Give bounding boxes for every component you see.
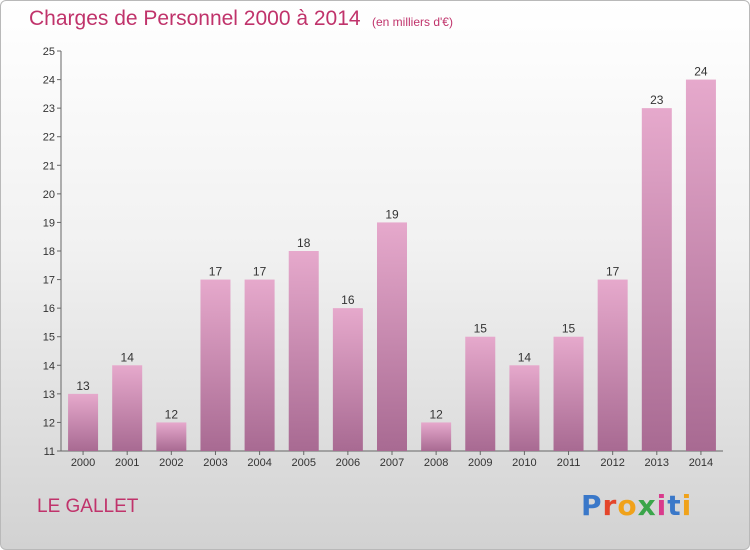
bars: [68, 79, 716, 452]
logo-letter: o: [617, 489, 638, 522]
value-label: 17: [209, 265, 223, 279]
value-label: 15: [474, 322, 488, 336]
x-tick-label: 2007: [380, 457, 404, 469]
y-tick-labels: 11 12 13 14 15 16 17 18 19 20 21 22 23 24 25: [43, 46, 55, 458]
x-tick-label: 2003: [203, 457, 227, 469]
value-label: 17: [253, 265, 267, 279]
bar-2014: [685, 79, 716, 452]
bar-2003: [200, 279, 231, 451]
logo-letter: i: [656, 489, 668, 522]
value-label: 17: [606, 265, 620, 279]
x-tick-label: 2002: [159, 457, 183, 469]
bar-2008: [421, 422, 452, 451]
chart-title: Charges de Personnel 2000 à 2014: [29, 7, 361, 30]
x-tick-label: 2009: [468, 457, 492, 469]
bar-2010: [509, 365, 540, 451]
commune-name: LE GALLET: [37, 496, 139, 517]
x-tick-label: 2005: [291, 457, 315, 469]
bar-2002: [156, 422, 187, 451]
x-tick-label: 2006: [336, 457, 360, 469]
x-tick-labels: 2000 2001 2002 2003 2004 2005 2006 2007 2008 2009…: [71, 457, 713, 469]
y-tick-label: 16: [43, 303, 55, 315]
value-label: 12: [165, 407, 179, 421]
x-tick-label: 2000: [71, 457, 95, 469]
x-tick-label: 2001: [115, 457, 139, 469]
logo-letter: i: [681, 489, 693, 522]
y-tick-label: 12: [43, 417, 55, 429]
y-tick-label: 18: [43, 246, 55, 258]
value-label: 14: [121, 350, 135, 364]
bar-2009: [465, 336, 496, 451]
bar-2001: [112, 365, 143, 451]
bar-2013: [641, 108, 672, 452]
y-tick-label: 11: [44, 446, 55, 458]
value-label: 13: [76, 379, 90, 393]
y-tick-label: 25: [43, 46, 55, 58]
value-label: 19: [385, 207, 399, 221]
y-tick-label: 23: [43, 103, 55, 115]
value-label: 15: [562, 322, 576, 336]
y-tick-label: 20: [43, 189, 55, 201]
y-tick-label: 19: [43, 217, 55, 229]
y-tick-label: 24: [43, 75, 55, 87]
bar-2012: [597, 279, 628, 451]
x-tick-label: 2013: [645, 457, 669, 469]
y-tick-label: 13: [43, 389, 55, 401]
bar-2011: [553, 336, 584, 451]
proxiti-logo[interactable]: Proxiti: [581, 489, 692, 522]
value-label: 12: [429, 407, 443, 421]
value-label: 23: [650, 93, 664, 107]
y-tick-label: 14: [43, 360, 55, 372]
value-labels: 13 14 12 17 17 18 16 19 12 15 14 15 17 23 24: [76, 65, 708, 422]
x-tick-label: 2014: [689, 457, 713, 469]
logo-letter: r: [602, 489, 618, 522]
value-label: 16: [341, 293, 355, 307]
chart-subtitle: (en milliers d'€): [372, 15, 453, 29]
x-tick-label: 2008: [424, 457, 448, 469]
y-tick-label: 15: [43, 332, 55, 344]
y-tick-label: 17: [43, 275, 55, 287]
value-label: 14: [518, 350, 532, 364]
logo-letter: t: [667, 489, 682, 522]
logo-letter: P: [581, 489, 603, 522]
bar-2006: [332, 308, 363, 451]
value-label: 24: [694, 65, 708, 79]
bar-2004: [244, 279, 275, 451]
logo-letter: x: [637, 489, 657, 522]
x-tick-label: 2004: [247, 457, 271, 469]
x-tick-label: 2010: [512, 457, 536, 469]
bar-2007: [377, 222, 407, 451]
value-label: 18: [297, 236, 311, 250]
x-tick-label: 2011: [557, 457, 581, 469]
y-tick-label: 22: [43, 132, 55, 144]
x-tick-label: 2012: [600, 457, 624, 469]
bar-2005: [288, 251, 319, 451]
y-tick-label: 21: [43, 160, 55, 172]
bar-2000: [68, 393, 99, 451]
